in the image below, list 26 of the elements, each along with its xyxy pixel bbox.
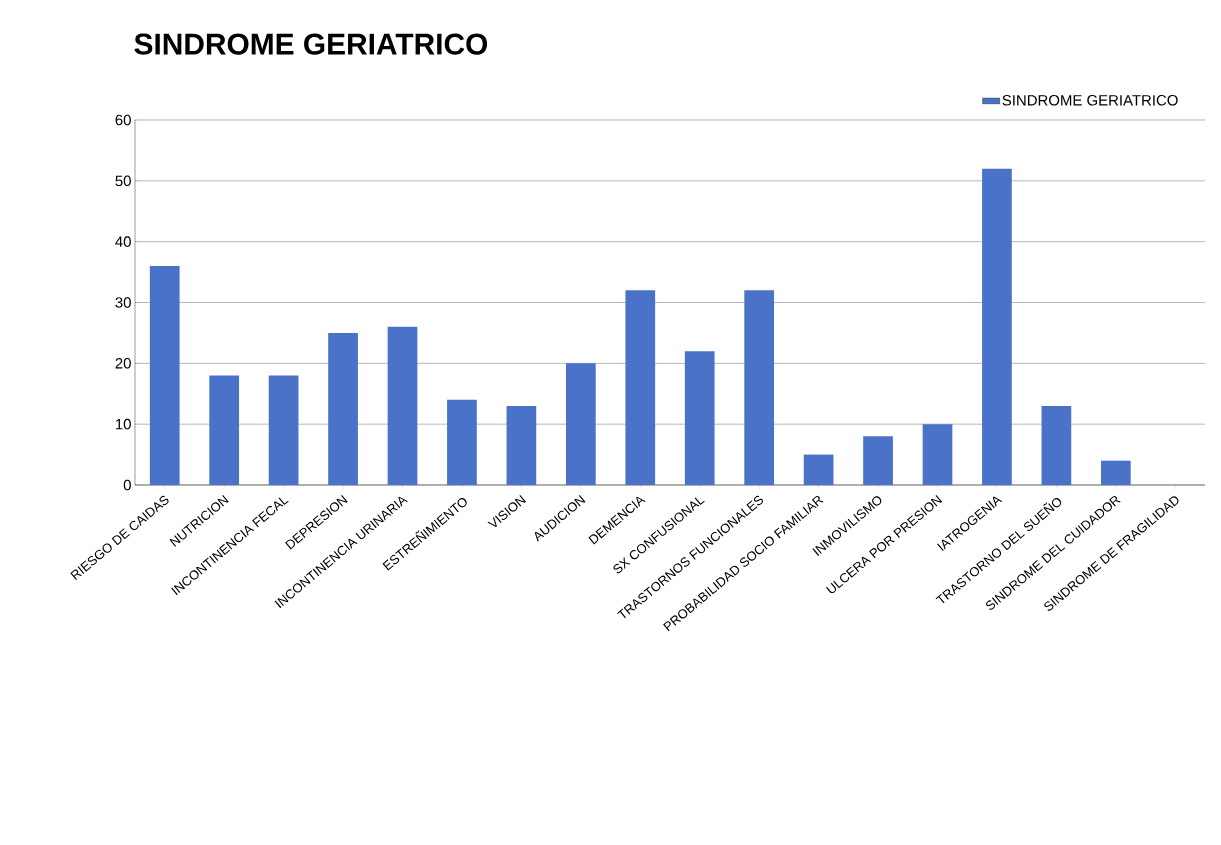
bar: [149, 266, 180, 485]
y-tick-label: 60: [115, 114, 131, 126]
bar: [506, 405, 537, 485]
bar: [625, 290, 656, 485]
bar: [684, 351, 715, 485]
bar: [982, 168, 1012, 485]
y-tick-label: 20: [115, 358, 131, 369]
bar: [447, 399, 477, 485]
bar: [565, 363, 596, 485]
y-tick-label: 0: [123, 479, 131, 491]
bar: [209, 375, 240, 485]
bar: [744, 290, 775, 485]
y-tick-label: 50: [115, 175, 131, 187]
bar: [1100, 460, 1131, 485]
y-tick-label: 10: [116, 418, 131, 430]
y-tick-label: 30: [115, 297, 131, 308]
legend-label: SINDROME GERIATRICO: [1002, 94, 1178, 106]
bar: [863, 436, 893, 485]
bar: [268, 375, 299, 485]
bar: [922, 424, 953, 485]
bar: [1041, 405, 1072, 485]
y-tick-label: 40: [115, 236, 131, 247]
bar: [328, 332, 358, 485]
bar: [803, 454, 834, 485]
chart-title: SINDROME GERIATRICO: [134, 33, 488, 55]
bar: [387, 326, 418, 485]
